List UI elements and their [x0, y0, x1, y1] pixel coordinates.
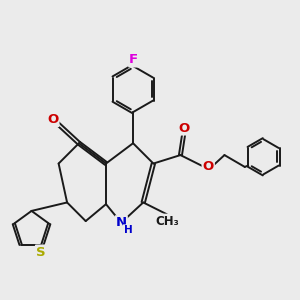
Text: O: O — [202, 160, 214, 173]
Text: H: H — [124, 225, 132, 235]
Text: F: F — [129, 53, 138, 67]
Text: N: N — [116, 216, 127, 229]
Text: O: O — [178, 122, 190, 134]
Text: CH₃: CH₃ — [156, 214, 179, 228]
Text: S: S — [36, 245, 46, 259]
Text: O: O — [47, 113, 58, 126]
